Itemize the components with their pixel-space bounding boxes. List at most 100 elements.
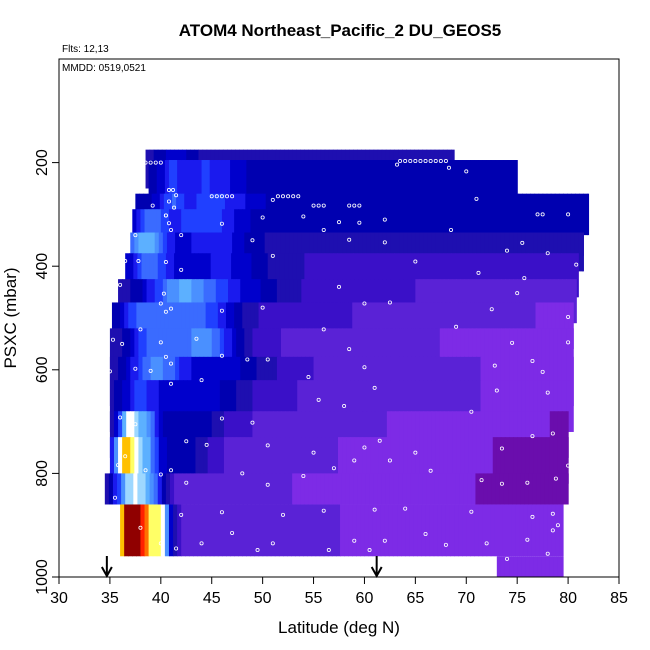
data-point [494, 388, 499, 393]
heatmap-cell [353, 253, 358, 298]
data-point [123, 454, 128, 459]
heatmap-cell [337, 411, 343, 458]
heatmap-cell [470, 302, 476, 350]
data-point [448, 227, 453, 232]
heatmap-cell [280, 411, 286, 458]
heatmap-cell [354, 411, 359, 458]
heatmap-cell [175, 328, 180, 381]
heatmap-cell [472, 380, 478, 432]
heatmap-cell [283, 302, 288, 350]
heatmap-cell [207, 232, 213, 272]
heatmap-cell [470, 160, 476, 210]
heatmap-cell [340, 302, 345, 350]
heatmap-cell [573, 253, 578, 298]
heatmap-cell [228, 328, 233, 381]
data-point [321, 327, 326, 332]
heatmap-cell [210, 473, 216, 505]
heatmap-cell [138, 380, 144, 432]
heatmap-cell [162, 411, 168, 458]
heatmap-cell [529, 437, 535, 484]
heatmap-cell [467, 473, 472, 505]
heatmap-cell [468, 437, 473, 484]
data-point [566, 212, 571, 217]
heatmap-cell [136, 504, 142, 557]
heatmap-cell [570, 232, 575, 272]
heatmap-cell [232, 328, 237, 381]
heatmap-cell [549, 556, 555, 577]
heatmap-cell [153, 473, 159, 505]
heatmap-cell [556, 253, 562, 298]
data-point [194, 336, 199, 341]
heatmap-cell [390, 279, 396, 324]
heatmap-cell [346, 437, 351, 484]
heatmap-cell [354, 279, 359, 324]
heatmap-cell [303, 504, 309, 557]
heatmap-cell [319, 302, 325, 350]
heatmap-cell [272, 380, 278, 432]
data-point [433, 159, 438, 164]
heatmap-cell [276, 232, 282, 272]
y-tick-label: 400 [34, 253, 51, 280]
heatmap-cell [460, 380, 465, 432]
data-point [174, 546, 179, 551]
heatmap-cell [368, 160, 374, 210]
heatmap-cell [341, 253, 346, 298]
heatmap-cell [370, 279, 376, 324]
data-point [403, 506, 408, 511]
heatmap-cell [162, 380, 168, 432]
heatmap-cell [509, 380, 514, 432]
heatmap-cell [517, 556, 522, 577]
heatmap-cell [187, 279, 192, 324]
heatmap-cell [407, 380, 412, 432]
heatmap-cell [468, 380, 473, 432]
heatmap-cell [186, 253, 191, 298]
heatmap-cell [213, 160, 219, 210]
data-point [166, 188, 171, 193]
heatmap-cell [232, 380, 237, 432]
heatmap-cell [504, 328, 510, 381]
heatmap-cell [335, 504, 341, 557]
heatmap-cell [272, 232, 278, 272]
heatmap-cell [366, 411, 372, 458]
heatmap-cell [555, 504, 561, 557]
heatmap-cell [468, 328, 473, 381]
heatmap-cell [195, 232, 201, 272]
heatmap-cell [297, 328, 302, 381]
heatmap-cell [454, 160, 459, 210]
heatmap-cell [195, 328, 201, 381]
data-point [133, 233, 138, 238]
heatmap-cell [386, 411, 392, 458]
data-point [372, 385, 377, 390]
heatmap-cell [392, 302, 398, 350]
y-tick-label: 200 [34, 149, 51, 176]
heatmap-cell [410, 473, 415, 505]
heatmap-cell [309, 232, 315, 272]
heatmap-cell [138, 328, 144, 381]
heatmap-cell [228, 437, 233, 484]
heatmap-cell [301, 437, 306, 484]
heatmap-cell [311, 160, 317, 210]
heatmap-cell [266, 504, 272, 557]
heatmap-cell [463, 253, 468, 298]
heatmap-cell [521, 232, 526, 272]
heatmap-cell [397, 160, 402, 210]
heatmap-cell [549, 380, 555, 432]
heatmap-cell [264, 232, 270, 272]
data-point [352, 538, 357, 543]
heatmap-cell [583, 193, 589, 236]
heatmap-cell [260, 279, 266, 324]
heatmap-cell [364, 160, 370, 210]
heatmap-cell [335, 160, 341, 210]
heatmap-cell [201, 160, 207, 210]
heatmap-cell [289, 279, 294, 324]
heatmap-cell [429, 160, 435, 210]
heatmap-cell [523, 504, 528, 557]
data-point [357, 203, 362, 208]
heatmap-cell [447, 411, 453, 458]
heatmap-cell [479, 473, 485, 505]
heatmap-cell [345, 473, 350, 505]
heatmap-cell [271, 253, 277, 298]
heatmap-cell [300, 473, 305, 505]
heatmap-cell [252, 328, 258, 381]
heatmap-cell [557, 279, 563, 324]
